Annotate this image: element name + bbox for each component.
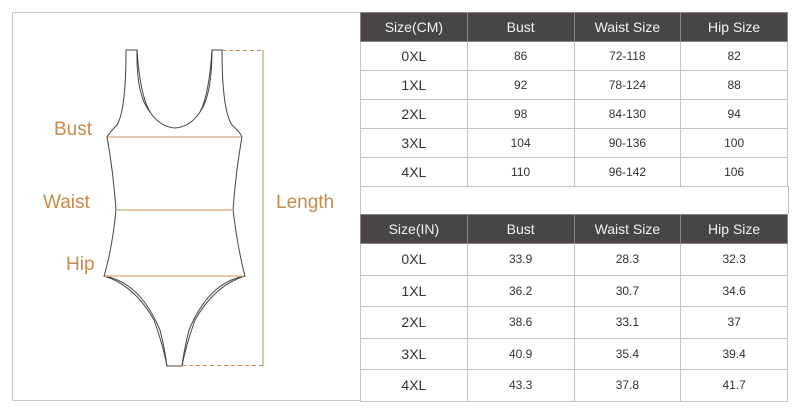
- value-cell: 40.9: [466, 337, 575, 370]
- value-cell: 33.9: [466, 243, 575, 276]
- hip-label: Hip: [66, 254, 95, 275]
- size-cell: 2XL: [360, 99, 468, 129]
- length-label: Length: [276, 192, 335, 213]
- size-cell: 3XL: [360, 128, 468, 158]
- table-row: 0XL 33.9 28.3 32.3: [360, 243, 788, 276]
- column-header: Waist Size: [573, 12, 682, 42]
- table-row: 2XL 38.6 33.1 37: [360, 306, 788, 339]
- size-cell: 3XL: [360, 337, 468, 370]
- value-cell: 110: [466, 157, 575, 187]
- value-cell: 41.7: [680, 369, 788, 402]
- value-cell: 106: [680, 157, 788, 187]
- size-table-cm: Size(CM) Bust Waist Size Hip Size 0XL 86 7…: [360, 12, 788, 187]
- value-cell: 82: [680, 41, 788, 71]
- column-header: Waist Size: [573, 214, 682, 244]
- swimsuit-outline: [103, 49, 246, 367]
- table-row: 0XL 86 72-118 82: [360, 41, 788, 71]
- value-cell: 98: [466, 99, 575, 129]
- size-table-in: Size(IN) Bust Waist Size Hip Size 0XL 33.…: [360, 214, 788, 402]
- column-header: Size(IN): [360, 214, 468, 244]
- table-row: 2XL 98 84-130 94: [360, 99, 788, 129]
- table-row: 3XL 104 90-136 100: [360, 128, 788, 158]
- value-cell: 28.3: [573, 243, 682, 276]
- value-cell: 34.6: [680, 274, 788, 307]
- column-header: Hip Size: [680, 214, 788, 244]
- bust-label: Bust: [54, 119, 93, 140]
- size-cell: 1XL: [360, 70, 468, 100]
- value-cell: 35.4: [573, 337, 682, 370]
- size-cell: 0XL: [360, 243, 468, 276]
- value-cell: 30.7: [573, 274, 682, 307]
- column-header: Bust: [466, 214, 575, 244]
- value-cell: 104: [466, 128, 575, 158]
- table-row: 3XL 40.9 35.4 39.4: [360, 337, 788, 370]
- value-cell: 78-124: [573, 70, 682, 100]
- value-cell: 37: [680, 306, 788, 339]
- column-header: Bust: [466, 12, 575, 42]
- value-cell: 92: [466, 70, 575, 100]
- size-cell: 2XL: [360, 306, 468, 339]
- table-row: 4XL 43.3 37.8 41.7: [360, 369, 788, 402]
- size-cell: 1XL: [360, 274, 468, 307]
- column-header: Size(CM): [360, 12, 468, 42]
- value-cell: 86: [466, 41, 575, 71]
- table-row: 4XL 110 96-142 106: [360, 157, 788, 187]
- value-cell: 72-118: [573, 41, 682, 71]
- value-cell: 37.8: [573, 369, 682, 402]
- table-header-row: Size(CM) Bust Waist Size Hip Size: [360, 12, 788, 42]
- size-cell: 0XL: [360, 41, 468, 71]
- value-cell: 90-136: [573, 128, 682, 158]
- table-spacer: [360, 186, 789, 214]
- value-cell: 33.1: [573, 306, 682, 339]
- value-cell: 84-130: [573, 99, 682, 129]
- size-cell: 4XL: [360, 157, 468, 187]
- value-cell: 88: [680, 70, 788, 100]
- value-cell: 36.2: [466, 274, 575, 307]
- table-row: 1XL 92 78-124 88: [360, 70, 788, 100]
- value-cell: 38.6: [466, 306, 575, 339]
- value-cell: 43.3: [466, 369, 575, 402]
- length-indicator: [182, 50, 264, 366]
- measure-lines: [105, 136, 244, 277]
- size-cell: 4XL: [360, 369, 468, 402]
- column-header: Hip Size: [680, 12, 788, 42]
- table-row: 1XL 36.2 30.7 34.6: [360, 274, 788, 307]
- value-cell: 100: [680, 128, 788, 158]
- value-cell: 96-142: [573, 157, 682, 187]
- waist-label: Waist: [43, 192, 90, 213]
- value-cell: 39.4: [680, 337, 788, 370]
- value-cell: 94: [680, 99, 788, 129]
- value-cell: 32.3: [680, 243, 788, 276]
- table-header-row: Size(IN) Bust Waist Size Hip Size: [360, 214, 788, 244]
